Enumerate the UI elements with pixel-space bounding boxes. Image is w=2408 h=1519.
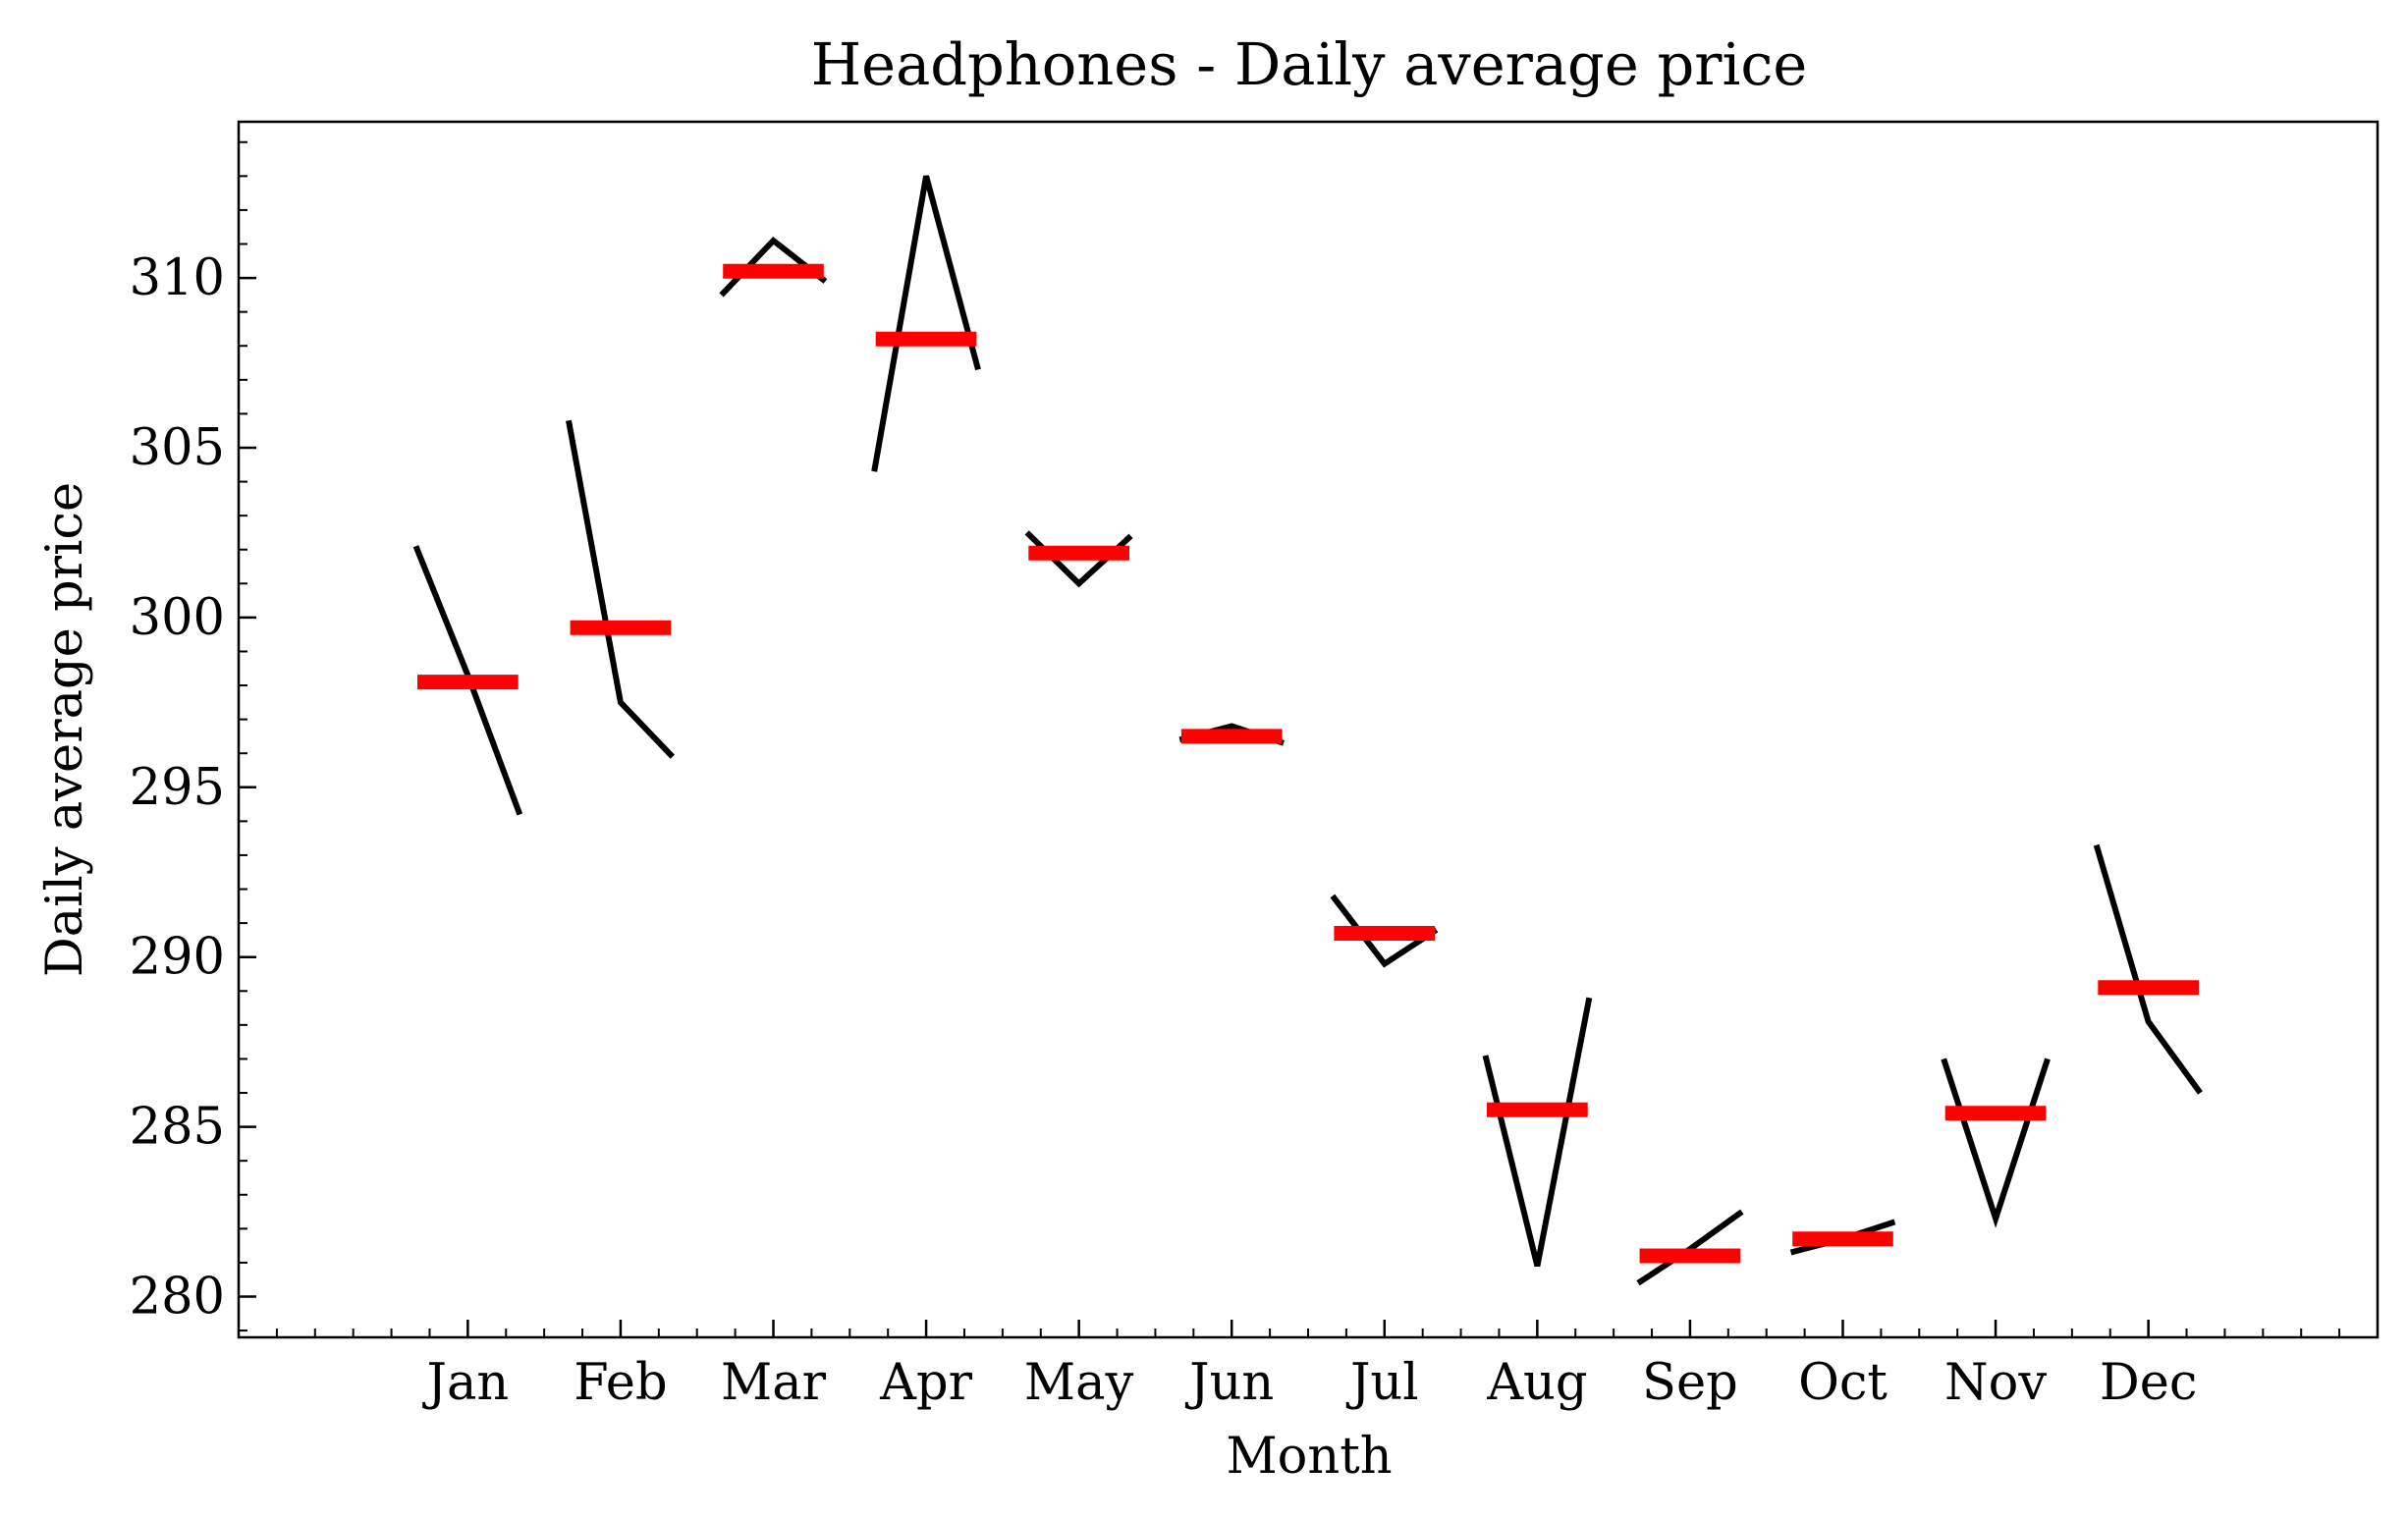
chart-title: Headphones - Daily average price — [811, 30, 1808, 98]
x-tick-label-sep: Sep — [1642, 1354, 1738, 1412]
x-tick-label-oct: Oct — [1798, 1354, 1888, 1412]
series-line-dec — [2093, 843, 2203, 1095]
y-tick-label: 300 — [130, 589, 225, 647]
x-tick-label-jun: Jun — [1184, 1354, 1274, 1412]
y-tick-label: 295 — [130, 759, 225, 817]
y-tick-label: 310 — [130, 249, 225, 307]
series-line-apr — [871, 175, 981, 472]
x-tick-label-apr: Apr — [879, 1354, 972, 1412]
y-axis: 280 285 290 295 300 305 310 — [130, 140, 256, 1332]
x-tick-label-jan: Jan — [422, 1354, 510, 1412]
x-axis-title: Month — [1226, 1428, 1392, 1486]
y-tick-label: 290 — [130, 929, 225, 987]
x-tick-label-jul: Jul — [1345, 1354, 1419, 1412]
plot-area — [412, 175, 2203, 1286]
y-axis-title: Daily average price — [36, 482, 94, 977]
x-axis: Jan Feb Mar Apr May Jun Jul Aug Sep Oct Nov Dec — [238, 1320, 2379, 1412]
x-tick-label-nov: Nov — [1944, 1354, 2047, 1412]
x-tick-label-aug: Aug — [1486, 1354, 1587, 1412]
x-tick-label-may: May — [1024, 1354, 1134, 1412]
x-tick-label-dec: Dec — [2100, 1354, 2198, 1412]
x-tick-label-feb: Feb — [574, 1354, 667, 1412]
series-line-feb — [566, 419, 675, 759]
x-tick-label-mar: Mar — [721, 1354, 827, 1412]
series-line-jul — [1330, 894, 1439, 968]
y-tick-label: 280 — [130, 1269, 225, 1327]
y-tick-label: 305 — [130, 419, 225, 477]
y-tick-label: 285 — [130, 1099, 225, 1157]
series-line-aug — [1482, 997, 1593, 1268]
